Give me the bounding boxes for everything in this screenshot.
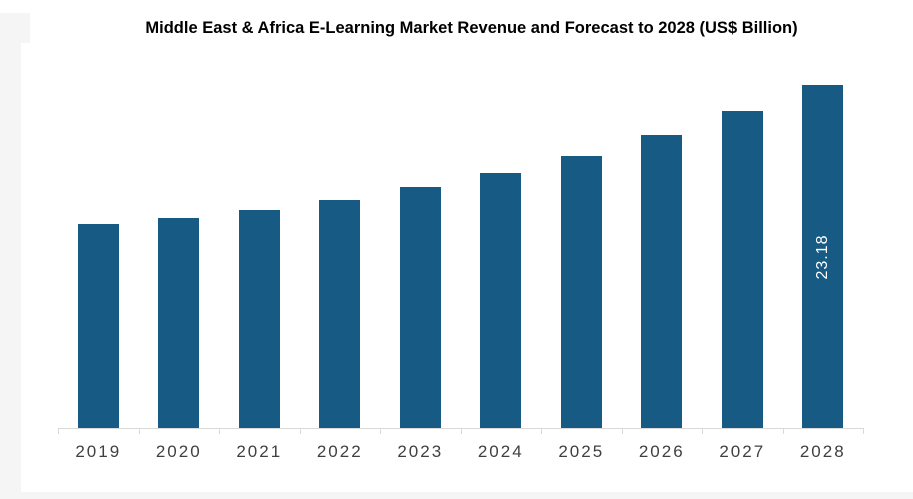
data-label-2028: 23.18 bbox=[813, 233, 831, 280]
x-axis-tick bbox=[541, 428, 542, 434]
bar-2024 bbox=[480, 173, 522, 428]
x-axis-label-2025: 2025 bbox=[558, 442, 605, 461]
bar-2020 bbox=[158, 218, 200, 428]
bar-2022 bbox=[319, 200, 361, 428]
x-axis-tick bbox=[58, 428, 59, 434]
plot-area: 2019 2020 2021 2022 2023 2024 2025 2026 2027 2028… bbox=[58, 43, 864, 461]
x-axis-label-2028: 2028 bbox=[799, 442, 846, 461]
x-axis-tick bbox=[863, 428, 864, 434]
bar-2023 bbox=[399, 187, 441, 428]
x-axis-tick bbox=[461, 428, 462, 434]
x-axis-tick bbox=[783, 428, 784, 434]
x-axis-tick bbox=[702, 428, 703, 434]
x-axis-label-2026: 2026 bbox=[638, 442, 685, 461]
bar-2028 bbox=[802, 85, 844, 428]
bar-2025 bbox=[560, 156, 602, 428]
bar-2019 bbox=[77, 224, 119, 428]
x-axis-label-2020: 2020 bbox=[155, 442, 202, 461]
x-axis-tick bbox=[139, 428, 140, 434]
x-axis-label-2027: 2027 bbox=[719, 442, 766, 461]
x-axis-label-2022: 2022 bbox=[316, 442, 363, 461]
x-axis-tick bbox=[300, 428, 301, 434]
x-axis-label-2021: 2021 bbox=[236, 442, 283, 461]
title-bar: Middle East & Africa E-Learning Market R… bbox=[30, 13, 913, 43]
x-axis-tick bbox=[622, 428, 623, 434]
chart-title: Middle East & Africa E-Learning Market R… bbox=[145, 18, 798, 37]
top-margin bbox=[0, 0, 913, 13]
x-axis-tick bbox=[380, 428, 381, 434]
x-axis-label-2023: 2023 bbox=[397, 442, 444, 461]
x-axis-label-2019: 2019 bbox=[75, 442, 122, 461]
x-axis-tick bbox=[219, 428, 220, 434]
bar-2021 bbox=[238, 210, 280, 428]
chart-panel: 2019 2020 2021 2022 2023 2024 2025 2026 2027 2028… bbox=[21, 43, 913, 492]
bar-2027 bbox=[721, 111, 763, 428]
x-axis-label-2024: 2024 bbox=[477, 442, 524, 461]
bar-2026 bbox=[641, 135, 683, 428]
